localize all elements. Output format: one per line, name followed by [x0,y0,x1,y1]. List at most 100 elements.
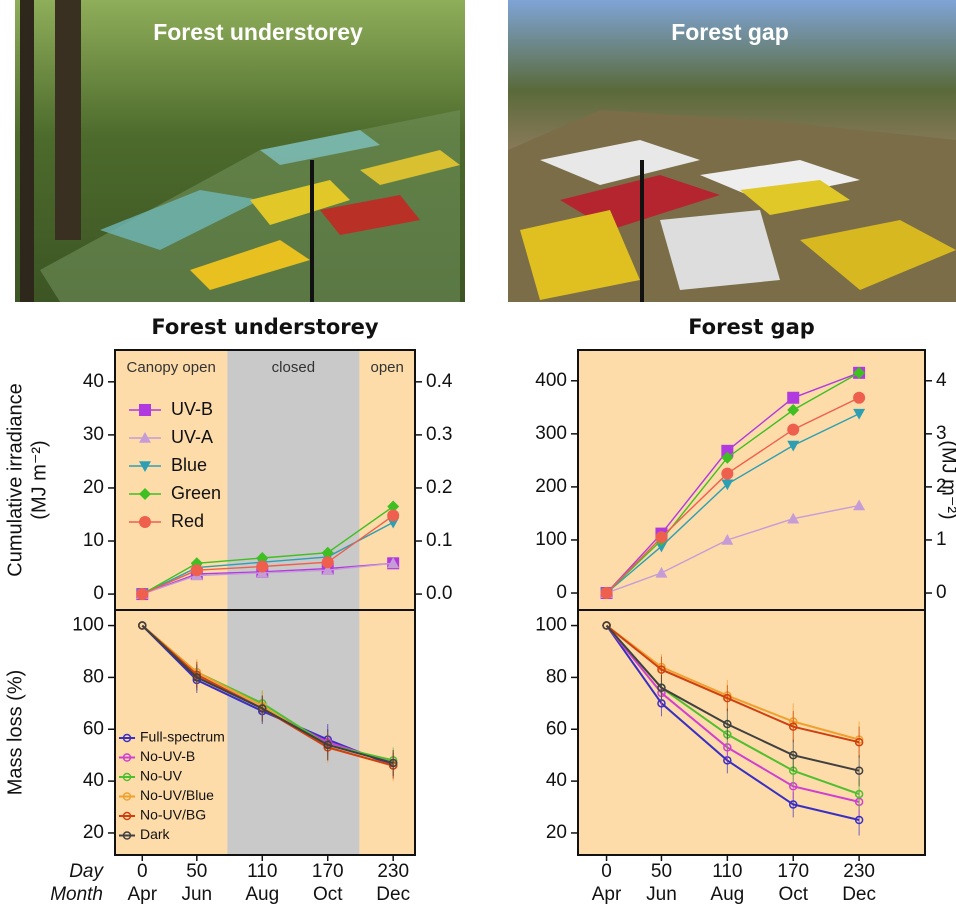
y2-tick-label: 0.2 [426,477,452,498]
y-axis-label: (MJ m⁻²) [28,440,50,519]
legend-label: UV-A [171,427,213,447]
x-tick-label: 0 [137,861,148,882]
photo-understorey [15,0,465,302]
x-tick-label: 170 [777,861,809,882]
marker [854,789,864,799]
marker [139,488,151,500]
y-tick-label: 100 [535,529,567,550]
y-tick-label: 20 [546,822,567,843]
marker [321,546,334,559]
series-line [605,625,860,821]
month-label: Oct [778,884,808,905]
x-tick-label: 170 [312,861,344,882]
month-label: Apr [592,884,622,905]
marker [655,541,668,553]
y-tick-label: 60 [546,718,567,739]
marker [321,556,334,569]
x-tick-label: 50 [651,861,672,882]
plot-frame [114,609,416,856]
y-axis-label: Mass loss (%) [4,670,26,796]
marker [138,621,147,630]
month-label: Aug [710,884,744,905]
marker [192,673,202,682]
marker [853,366,866,379]
month-label: Dec [376,884,410,905]
marker [122,733,132,743]
legend-label: No-UV/BG [140,807,206,823]
shaded-period [227,610,360,855]
marker [139,461,151,472]
y2-tick-label: 1 [936,529,947,550]
y2-tick-label: 0.4 [426,371,453,392]
month-label: Aug [245,884,279,905]
y-tick-label: 400 [535,370,567,391]
x-tick-label: 50 [186,861,207,882]
marker [122,811,132,821]
y-tick-label: 80 [546,666,567,687]
y2-tick-label: 4 [936,370,947,391]
y-tick-label: 20 [83,822,104,843]
marker [321,564,334,576]
marker [787,391,800,404]
marker [387,509,400,522]
y-tick-label: 80 [83,666,104,687]
marker [723,693,732,703]
y-tick-label: 0 [556,582,567,603]
marker [655,566,668,578]
annotation: closed [272,359,315,376]
legend-label: Red [171,511,204,531]
legend-label: No-UV/Blue [140,787,214,803]
marker [256,552,269,564]
marker [122,792,132,801]
y-tick-label: 40 [83,371,104,392]
marker [387,557,400,569]
marker [600,587,613,600]
marker [602,621,611,630]
marker [655,531,668,544]
x-tick-label: 0 [601,861,612,882]
x-axis-label: Month [50,884,103,905]
marker [190,564,203,577]
marker [721,444,734,457]
marker [258,704,267,713]
legend-label: Dark [140,826,171,842]
photo-label: Forest gap [671,19,789,45]
marker [122,772,132,782]
legend-label: Blue [171,455,207,475]
y2-tick-label: 0.0 [426,583,452,604]
chart-title: Forest gap [688,315,815,339]
marker [853,499,866,511]
marker [853,391,866,404]
x-axis-label: Day [69,861,104,882]
marker [721,451,734,464]
y2-tick-label: 2 [936,476,947,497]
marker [721,479,734,491]
y-tick-label: 100 [535,615,567,636]
y-tick-label: 300 [535,423,567,444]
marker [139,516,151,528]
y-tick-label: 0 [93,583,104,604]
marker [136,588,149,601]
marker [787,512,800,524]
annotation: Canopy open [127,359,216,376]
marker [139,432,151,443]
legend-label: Green [171,483,221,503]
marker [122,753,132,762]
marker [721,533,734,545]
y-tick-label: 60 [83,718,104,739]
month-label: Jun [181,884,212,905]
y2-tick-label: 0 [936,582,947,603]
x-tick-label: 230 [377,861,409,882]
y2-tick-label: 0.3 [426,424,452,445]
y2-axis-label: (MJ m⁻²) [938,440,956,519]
marker [787,440,800,452]
y-axis-label: Cumulative irradiance [4,383,26,576]
marker [854,737,864,747]
marker [323,740,332,750]
marker [657,683,666,693]
x-tick-label: 110 [247,861,277,882]
plot-background [578,610,925,855]
legend-label: No-UV [140,768,183,784]
series-line [605,624,860,772]
